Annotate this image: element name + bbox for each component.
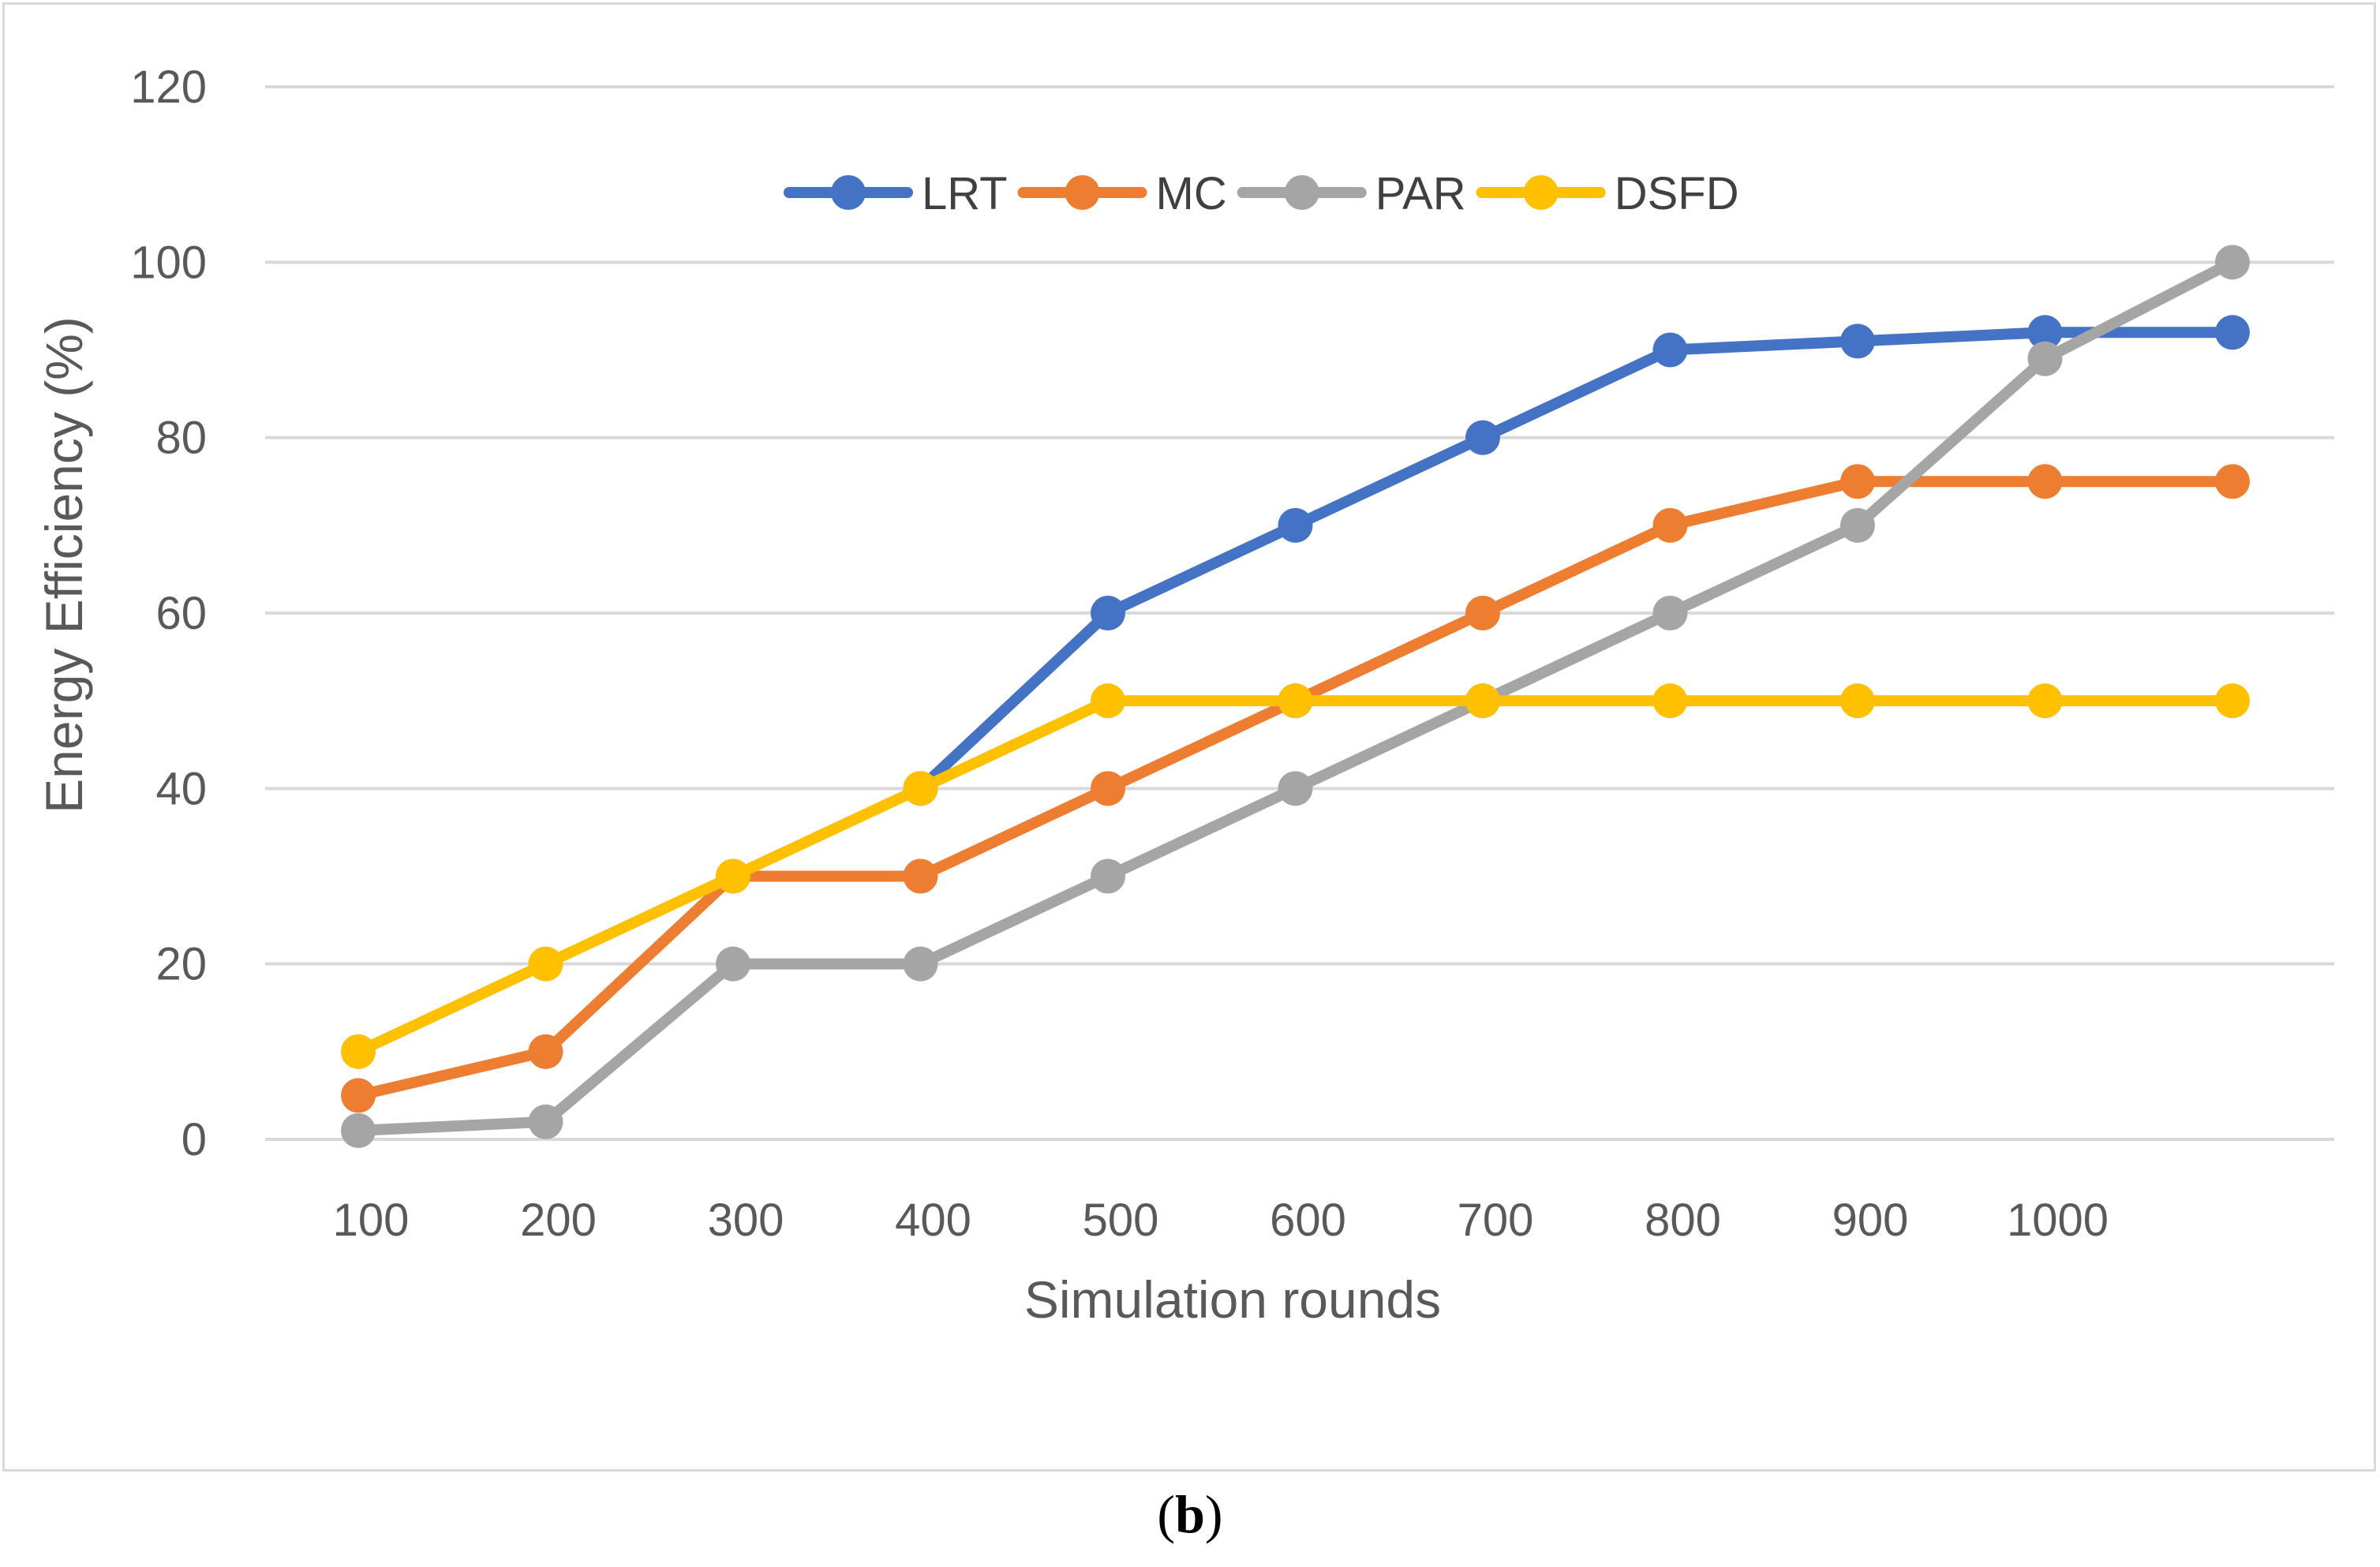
y-tick-label-80: 80 <box>155 413 207 464</box>
point-dsfd-400 <box>903 771 938 806</box>
point-lrt-1000 <box>2027 315 2063 350</box>
point-dsfd-600 <box>1278 683 1313 719</box>
point-par-200 <box>528 1104 563 1139</box>
y-tick-label-0: 0 <box>181 1114 207 1165</box>
x-tick-label-400: 400 <box>895 1195 971 1246</box>
x-tick-label-300: 300 <box>708 1195 784 1246</box>
caption-label: b <box>1175 1484 1205 1544</box>
y-axis-tick-labels: 0 20 40 60 80 100 120 <box>130 62 207 1165</box>
y-tick-label-20: 20 <box>155 939 207 990</box>
point-par-100 <box>341 1113 376 1148</box>
x-axis-title: Simulation rounds <box>1024 1270 1441 1329</box>
x-tick-label-800: 800 <box>1645 1195 1721 1246</box>
point-dsfd-200 <box>528 946 563 982</box>
x-tick-label-1000: 1000 <box>2007 1195 2109 1246</box>
point-dsfd-500 <box>1091 683 1125 719</box>
point-dsfd-100 <box>341 1034 376 1069</box>
point-dsfd-300 <box>716 858 750 894</box>
y-axis-title: Energy Efficiency (%) <box>35 316 93 813</box>
gridlines <box>265 85 2334 1141</box>
point-par-600 <box>1278 771 1313 806</box>
caption-open: ( <box>1157 1484 1176 1544</box>
point-dsfd-900 <box>1840 683 1875 719</box>
legend-item-lrt: LRT <box>784 168 1008 219</box>
point-par-1000 <box>2027 341 2063 376</box>
point-lrt-end <box>2215 315 2250 350</box>
legend-item-dsfd: DSFD <box>1476 168 1739 219</box>
y-tick-label-60: 60 <box>155 588 207 639</box>
legend-swatch-marker-dsfd <box>1523 175 1559 210</box>
point-lrt-600 <box>1278 507 1313 543</box>
x-tick-label-600: 600 <box>1270 1195 1346 1246</box>
x-tick-label-900: 900 <box>1832 1195 1909 1246</box>
legend-label-lrt: LRT <box>922 168 1008 219</box>
y-tick-label-40: 40 <box>155 763 207 814</box>
point-lrt-700 <box>1465 420 1500 455</box>
legend-item-mc: MC <box>1017 168 1227 219</box>
point-mc-400 <box>903 858 938 894</box>
point-mc-700 <box>1465 596 1500 630</box>
x-tick-label-100: 100 <box>333 1195 410 1246</box>
legend-label-dsfd: DSFD <box>1615 168 1739 219</box>
point-par-500 <box>1091 858 1125 894</box>
legend-item-par: PAR <box>1237 168 1466 219</box>
y-tick-label-120: 120 <box>130 62 207 113</box>
point-par-900 <box>1840 507 1875 543</box>
point-par-800 <box>1652 596 1688 630</box>
point-dsfd-800 <box>1652 683 1688 719</box>
x-tick-label-500: 500 <box>1083 1195 1159 1246</box>
legend-swatch-marker-lrt <box>831 175 866 210</box>
point-mc-500 <box>1091 771 1125 806</box>
point-lrt-900 <box>1840 323 1875 359</box>
series-line-dsfd <box>353 695 2238 1057</box>
chart-frame <box>2 2 2376 1472</box>
legend-swatch-marker-mc <box>1065 175 1100 210</box>
point-mc-900 <box>1840 464 1875 499</box>
x-tick-label-700: 700 <box>1458 1195 1534 1246</box>
point-lrt-800 <box>1652 332 1688 368</box>
point-lrt-500 <box>1091 596 1125 630</box>
x-axis-tick-labels: 100 200 300 400 500 600 700 800 900 1000 <box>333 1195 2109 1246</box>
point-par-300 <box>716 946 750 982</box>
point-par-400 <box>903 946 938 982</box>
point-dsfd-end <box>2215 683 2250 719</box>
point-mc-800 <box>1652 507 1688 543</box>
point-mc-200 <box>528 1034 563 1069</box>
point-dsfd-700 <box>1465 683 1500 719</box>
legend: LRT MC PAR DSFD <box>784 168 1739 219</box>
legend-swatch-marker-par <box>1284 175 1319 210</box>
line-chart: 0 20 40 60 80 100 120 100 200 300 400 500 600 700 800… <box>35 62 2334 1329</box>
point-mc-end <box>2215 464 2250 499</box>
series-markers <box>341 245 2250 1148</box>
point-mc-100 <box>341 1078 376 1113</box>
x-tick-label-200: 200 <box>520 1195 597 1246</box>
y-tick-label-100: 100 <box>130 237 207 288</box>
figure-caption: (b) <box>0 1483 2380 1546</box>
legend-label-mc: MC <box>1156 168 1227 219</box>
legend-label-par: PAR <box>1375 168 1466 219</box>
point-par-end <box>2215 245 2250 280</box>
caption-close: ) <box>1204 1484 1223 1544</box>
point-mc-1000 <box>2027 464 2063 499</box>
series-line-lrt <box>915 327 2238 795</box>
point-dsfd-1000 <box>2027 683 2063 719</box>
